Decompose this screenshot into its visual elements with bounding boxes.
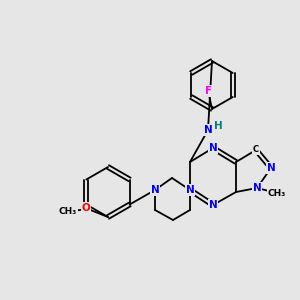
- Text: CH₃: CH₃: [268, 188, 286, 197]
- Text: O: O: [82, 203, 90, 213]
- Text: F: F: [206, 86, 213, 96]
- Text: N: N: [208, 143, 217, 153]
- Text: N: N: [186, 185, 194, 195]
- Text: CH₃: CH₃: [59, 206, 77, 215]
- Text: C: C: [253, 146, 259, 154]
- Text: N: N: [151, 185, 159, 195]
- Text: N: N: [267, 163, 275, 173]
- Text: N: N: [204, 125, 212, 135]
- Text: N: N: [186, 185, 194, 195]
- Text: N: N: [208, 200, 217, 210]
- Text: H: H: [214, 121, 222, 131]
- Text: N: N: [253, 183, 261, 193]
